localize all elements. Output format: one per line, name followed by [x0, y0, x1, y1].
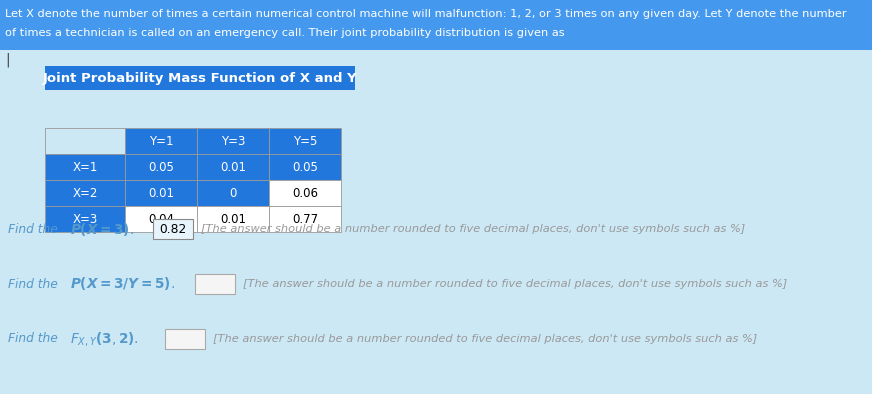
- Text: X=1: X=1: [72, 160, 98, 173]
- Text: Joint Probability Mass Function of X and Y: Joint Probability Mass Function of X and…: [43, 71, 358, 84]
- Bar: [197, 206, 269, 232]
- Bar: [125, 206, 197, 232]
- Bar: [197, 154, 269, 180]
- Text: [The answer should be a number rounded to five decimal places, don't use symbols: [The answer should be a number rounded t…: [213, 334, 757, 344]
- Text: 0.01: 0.01: [148, 186, 174, 199]
- Text: 0: 0: [229, 186, 236, 199]
- Bar: [125, 154, 197, 180]
- Text: |: |: [5, 53, 10, 67]
- Bar: [197, 128, 269, 154]
- Bar: [165, 329, 205, 349]
- Text: Y=5: Y=5: [293, 134, 317, 147]
- Text: Y=1: Y=1: [149, 134, 174, 147]
- Bar: [125, 128, 197, 154]
- Bar: [269, 180, 341, 206]
- Text: 0.05: 0.05: [148, 160, 174, 173]
- Bar: [269, 154, 341, 180]
- Text: 0.04: 0.04: [148, 212, 174, 225]
- Text: 0.05: 0.05: [292, 160, 318, 173]
- Bar: [153, 219, 193, 239]
- Text: Find the: Find the: [8, 333, 62, 346]
- Bar: [195, 274, 235, 294]
- Text: $\boldsymbol{P(X=3).}$: $\boldsymbol{P(X=3).}$: [70, 221, 134, 238]
- Text: X=2: X=2: [72, 186, 98, 199]
- Text: 0.82: 0.82: [160, 223, 187, 236]
- Text: 0.01: 0.01: [220, 212, 246, 225]
- Bar: [45, 180, 125, 206]
- Text: Find the: Find the: [8, 277, 62, 290]
- Bar: [45, 128, 125, 154]
- Text: Y=3: Y=3: [221, 134, 245, 147]
- Text: [The answer should be a number rounded to five decimal places, don't use symbols: [The answer should be a number rounded t…: [243, 279, 787, 289]
- Bar: [269, 206, 341, 232]
- Bar: [269, 128, 341, 154]
- Text: Let X denote the number of times a certain numerical control machine will malfun: Let X denote the number of times a certa…: [5, 9, 847, 19]
- Text: Find the: Find the: [8, 223, 62, 236]
- Text: 0.01: 0.01: [220, 160, 246, 173]
- Text: X=3: X=3: [72, 212, 98, 225]
- Text: 0.77: 0.77: [292, 212, 318, 225]
- Bar: [197, 180, 269, 206]
- Text: $\boldsymbol{F_{X,Y}(3,2).}$: $\boldsymbol{F_{X,Y}(3,2).}$: [70, 330, 139, 348]
- Text: 0.06: 0.06: [292, 186, 318, 199]
- Bar: [45, 154, 125, 180]
- Bar: [45, 66, 355, 90]
- Text: $\boldsymbol{P(X=3/Y=5).}$: $\boldsymbol{P(X=3/Y=5).}$: [70, 275, 175, 292]
- Bar: [0, 0, 872, 50]
- Bar: [45, 206, 125, 232]
- Text: of times a technician is called on an emergency call. Their joint probability di: of times a technician is called on an em…: [5, 28, 565, 38]
- Bar: [125, 180, 197, 206]
- Text: [The answer should be a number rounded to five decimal places, don't use symbols: [The answer should be a number rounded t…: [201, 224, 746, 234]
